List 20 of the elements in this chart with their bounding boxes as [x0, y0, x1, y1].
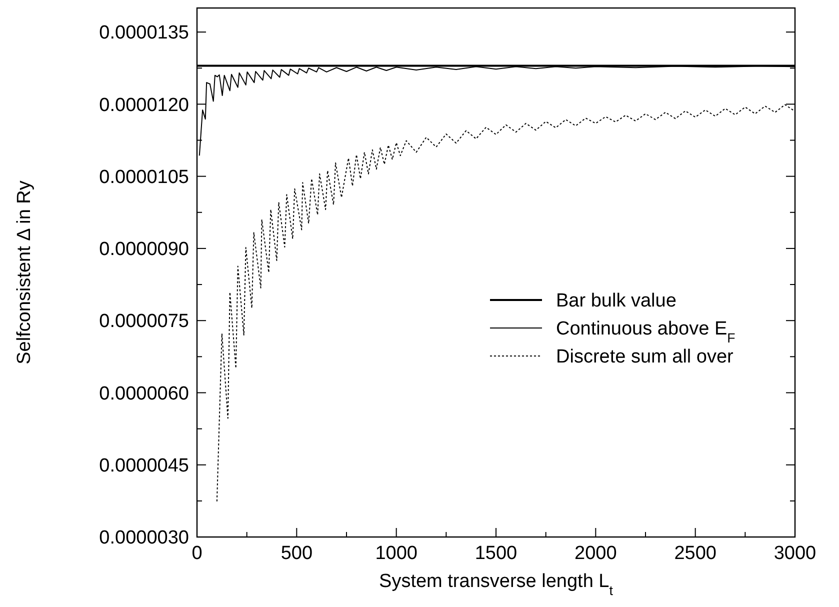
y-tick-label: 0.0000060: [99, 383, 189, 404]
x-tick-label: 2500: [674, 543, 716, 564]
y-tick-label: 0.0000090: [99, 239, 189, 260]
legend-label: Continuous above E$_{F}$: [556, 318, 736, 346]
legend-label: Discrete sum all over: [556, 346, 734, 368]
x-axis-title: System transverse length L$_{t}$: [379, 571, 614, 598]
y-axis-title: Selfconsistent Δ in Ry: [14, 180, 35, 364]
y-tick-label: 0.0000075: [99, 311, 189, 332]
x-tick-label: 2000: [574, 543, 617, 564]
x-tick-label: 0: [192, 543, 202, 564]
x-tick-label: 1000: [375, 543, 418, 564]
y-tick-label: 0.0000045: [99, 456, 189, 477]
y-tick-label: 0.0000135: [99, 22, 189, 44]
y-tick-label: 0.0000105: [99, 166, 189, 188]
y-tick-label: 0.0000030: [99, 528, 189, 549]
x-tick-label: 3000: [774, 543, 816, 564]
x-tick-label: 500: [280, 543, 313, 564]
x-tick-label: 1500: [474, 543, 518, 564]
y-tick-label: 0.0000120: [99, 94, 189, 116]
legend-label: Bar bulk value: [556, 290, 676, 312]
